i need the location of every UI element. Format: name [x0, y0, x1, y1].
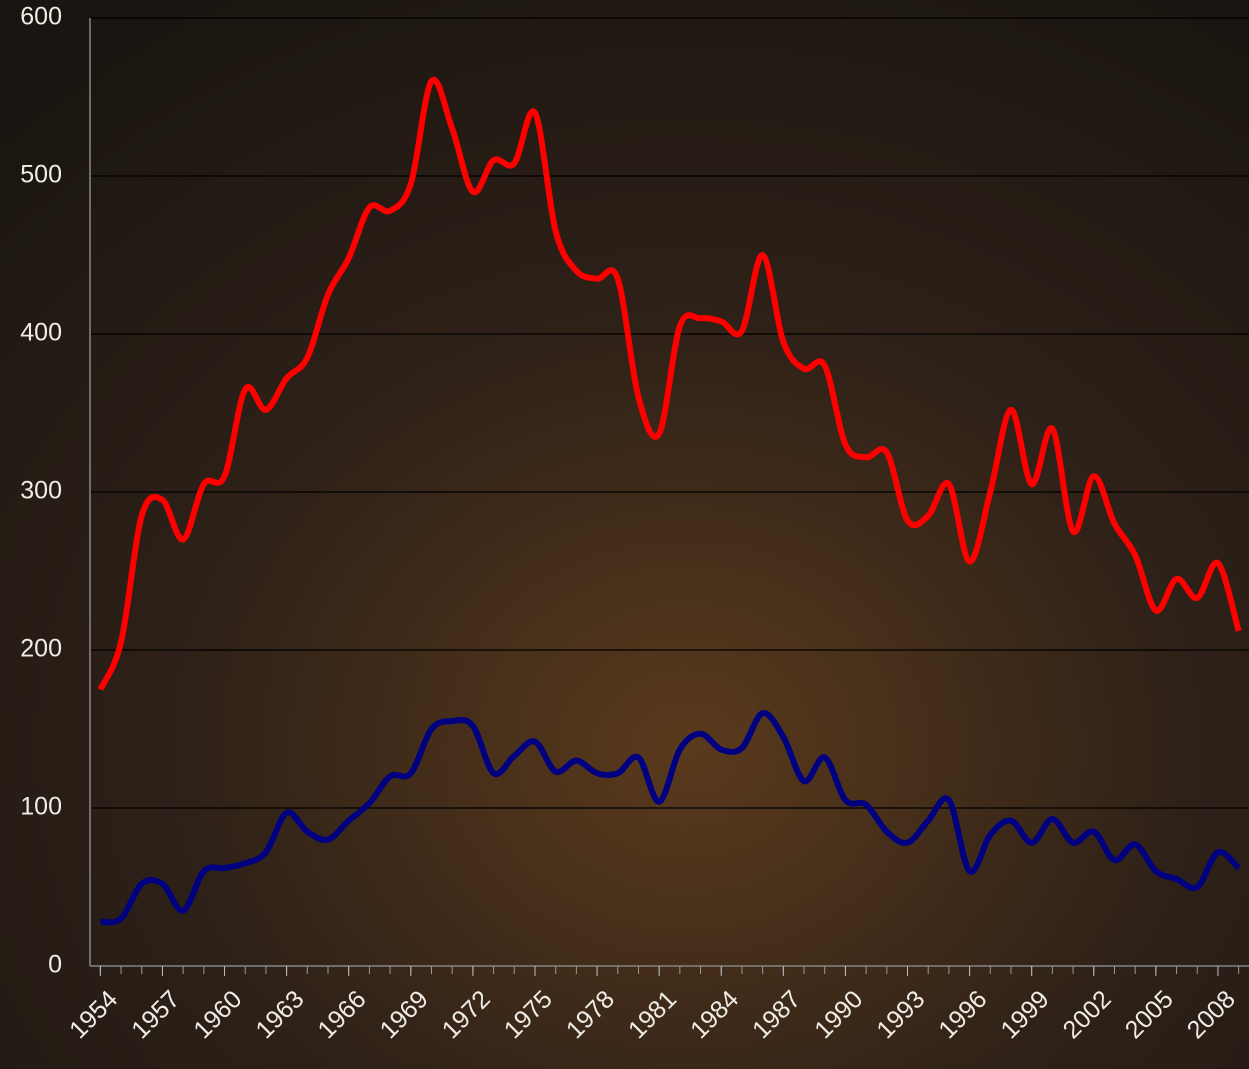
- y-tick-label: 500: [20, 161, 62, 189]
- data-line: [99, 710, 1241, 926]
- y-tick-label: 200: [20, 635, 62, 663]
- y-tick-label: 100: [20, 793, 62, 821]
- y-tick-label: 0: [48, 951, 62, 979]
- data-line: [97, 76, 1242, 691]
- y-tick-label: 300: [20, 477, 62, 505]
- y-tick-label: 400: [20, 319, 62, 347]
- y-tick-label: 600: [20, 3, 62, 31]
